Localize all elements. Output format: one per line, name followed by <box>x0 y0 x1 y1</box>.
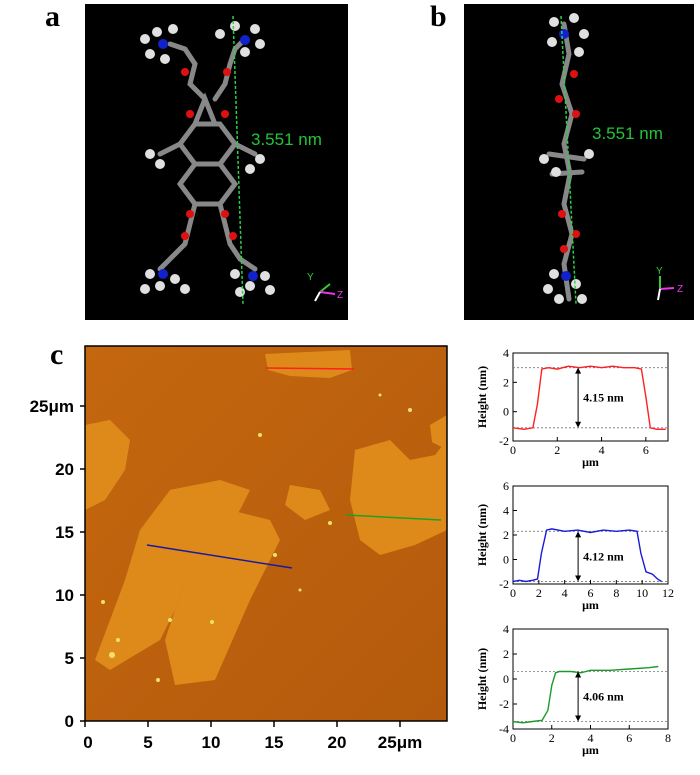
svg-text:Z: Z <box>337 290 343 301</box>
plot-frame <box>512 352 669 442</box>
afm-x-tick: 0 <box>83 733 92 752</box>
panel-letter-b: b <box>430 0 447 33</box>
arrow-head-down <box>575 575 582 582</box>
x-tick-label: 2 <box>549 731 555 745</box>
profile-series-line <box>512 365 666 431</box>
arrow-head-down <box>575 421 582 428</box>
afm-y-tick: 10 <box>55 586 74 605</box>
y-tick-label: 0 <box>503 672 509 686</box>
y-tick-label: -4 <box>499 722 509 736</box>
axis-triad-b: Y Z <box>656 266 683 301</box>
x-tick-label: 6 <box>643 443 649 457</box>
arrow-head-up <box>575 671 582 678</box>
y-tick-label: -2 <box>499 577 509 591</box>
x-tick-label: 12 <box>662 586 674 600</box>
x-tick-label: 0 <box>510 731 516 745</box>
x-tick-label: 0 <box>510 586 516 600</box>
y-tick-label: 0 <box>503 405 509 419</box>
afm-flakes <box>85 350 447 685</box>
axis-triad-a: Y Z <box>307 272 343 302</box>
x-tick-label: 6 <box>626 731 632 745</box>
molecule-panel-b: Y Z 3.551 nm <box>464 4 694 320</box>
y-tick-label: 4 <box>503 346 509 360</box>
x-axis-label: μm <box>582 598 599 612</box>
afm-x-tick: 10 <box>202 733 221 752</box>
afm-x-axis <box>84 721 401 727</box>
arrow-head-up <box>575 367 582 374</box>
panel-letter-a: a <box>45 0 60 33</box>
distance-label-a: 3.551 nm <box>251 130 322 149</box>
afm-x-tick: 5 <box>143 733 152 752</box>
x-tick-label: 2 <box>536 586 542 600</box>
afm-image-panel: 0 5 10 15 20 25μm 0 5 10 15 20 25μm <box>30 345 448 752</box>
molecule-structure-b: Y Z <box>539 13 683 305</box>
afm-y-tick: 25μm <box>30 397 74 416</box>
x-tick-label: 0 <box>510 443 516 457</box>
y-axis-label: Height (nm) <box>475 504 489 566</box>
afm-y-tick: 0 <box>65 712 74 731</box>
profile-line-blue <box>146 544 293 569</box>
profile-series-line <box>512 665 659 724</box>
arrow-head-down <box>575 715 582 722</box>
y-tick-label: 2 <box>503 375 509 389</box>
afm-y-tick: 20 <box>55 460 74 479</box>
x-tick-label: 4 <box>599 443 605 457</box>
y-tick-label: 0 <box>503 553 509 567</box>
height-annotation: 4.15 nm <box>583 391 624 405</box>
y-tick-label: 2 <box>503 647 509 661</box>
afm-y-tick: 5 <box>65 649 74 668</box>
molecule-structure-a: Y Z <box>140 15 343 305</box>
y-tick-label: -2 <box>499 434 509 448</box>
svg-text:Y: Y <box>656 266 663 277</box>
afm-x-tick: 15 <box>265 733 284 752</box>
height-profile-chart-green: 0 2 4 6 8 -4 -2 0 2 4 4.06 nm μm Height (nm) <box>475 623 671 757</box>
x-axis-label: μm <box>582 743 599 757</box>
x-tick-label: 6 <box>588 586 594 600</box>
y-tick-label: 4 <box>503 623 509 636</box>
profile-line-green <box>345 514 442 521</box>
afm-particles <box>101 393 412 682</box>
afm-y-axis <box>80 405 85 722</box>
x-tick-label: 2 <box>554 443 560 457</box>
afm-y-tick: 15 <box>55 523 74 542</box>
x-axis-label: μm <box>582 455 599 469</box>
svg-text:Z: Z <box>677 284 683 295</box>
profile-series-line <box>512 528 662 583</box>
y-axis-label: Height (nm) <box>475 648 489 710</box>
y-tick-label: 4 <box>503 504 509 518</box>
y-axis-label: Height (nm) <box>475 366 489 428</box>
x-tick-label: 8 <box>665 731 671 745</box>
svg-text:Y: Y <box>307 272 314 283</box>
x-tick-label: 8 <box>613 586 619 600</box>
distance-label-b: 3.551 nm <box>592 124 663 143</box>
y-tick-label: 6 <box>503 480 509 493</box>
afm-x-tick: 20 <box>328 733 347 752</box>
y-tick-label: -2 <box>499 697 509 711</box>
profile-line-red <box>265 367 355 370</box>
plot-frame <box>512 628 669 730</box>
afm-x-tick: 25μm <box>378 733 422 752</box>
panel-letter-c: c <box>50 338 64 371</box>
y-tick-label: 2 <box>503 528 509 542</box>
x-tick-label: 4 <box>562 586 568 600</box>
x-tick-label: 4 <box>588 731 594 745</box>
height-annotation: 4.06 nm <box>583 690 624 704</box>
arrow-head-up <box>575 531 582 538</box>
molecule-panel-a: Y Z 3.551 nm <box>85 4 348 320</box>
height-annotation: 4.12 nm <box>583 549 624 563</box>
x-tick-label: 10 <box>636 586 648 600</box>
